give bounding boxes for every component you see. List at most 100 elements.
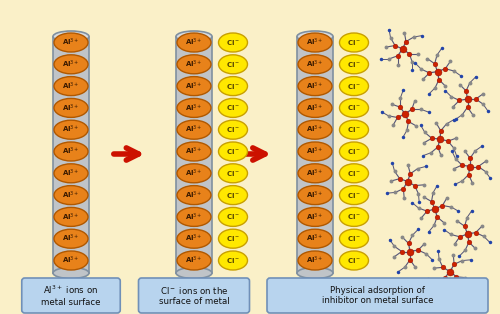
Text: Cl$^-$: Cl$^-$	[347, 60, 361, 69]
Text: Al$^{3+}$ ions on
metal surface: Al$^{3+}$ ions on metal surface	[41, 284, 101, 307]
Text: Al$^{3+}$: Al$^{3+}$	[306, 168, 324, 179]
Ellipse shape	[340, 251, 368, 270]
Ellipse shape	[298, 186, 332, 205]
Ellipse shape	[177, 33, 211, 52]
Ellipse shape	[177, 251, 211, 270]
FancyBboxPatch shape	[176, 36, 212, 273]
Ellipse shape	[218, 164, 248, 183]
Ellipse shape	[54, 33, 88, 52]
Ellipse shape	[177, 55, 211, 74]
Text: Al$^{3+}$: Al$^{3+}$	[185, 211, 203, 223]
Text: Cl$^-$: Cl$^-$	[347, 147, 361, 156]
Ellipse shape	[177, 120, 211, 139]
FancyBboxPatch shape	[82, 36, 89, 273]
Ellipse shape	[54, 142, 88, 161]
Ellipse shape	[298, 55, 332, 74]
Text: Al$^{3+}$: Al$^{3+}$	[306, 233, 324, 244]
Ellipse shape	[218, 229, 248, 248]
Ellipse shape	[298, 229, 332, 248]
Text: Al$^{3+}$: Al$^{3+}$	[306, 146, 324, 157]
Text: Al$^{3+}$: Al$^{3+}$	[185, 102, 203, 114]
Ellipse shape	[298, 33, 332, 52]
Text: Al$^{3+}$: Al$^{3+}$	[62, 211, 80, 223]
Ellipse shape	[218, 55, 248, 74]
Ellipse shape	[54, 251, 88, 270]
Ellipse shape	[54, 186, 88, 205]
Text: Cl$^-$: Cl$^-$	[347, 191, 361, 200]
Text: Al$^{3+}$: Al$^{3+}$	[306, 211, 324, 223]
Ellipse shape	[177, 164, 211, 183]
Ellipse shape	[54, 55, 88, 74]
Ellipse shape	[176, 268, 212, 279]
Text: Al$^{3+}$: Al$^{3+}$	[62, 233, 80, 244]
Text: Al$^{3+}$: Al$^{3+}$	[306, 80, 324, 92]
Text: Al$^{3+}$: Al$^{3+}$	[185, 168, 203, 179]
Ellipse shape	[177, 142, 211, 161]
Text: Cl$^-$: Cl$^-$	[347, 125, 361, 134]
Text: Al$^{3+}$: Al$^{3+}$	[62, 189, 80, 201]
Ellipse shape	[340, 98, 368, 117]
FancyBboxPatch shape	[53, 36, 89, 273]
Text: Cl$^-$: Cl$^-$	[347, 256, 361, 265]
FancyBboxPatch shape	[297, 36, 333, 273]
Text: Al$^{3+}$: Al$^{3+}$	[62, 102, 80, 114]
Text: Al$^{3+}$: Al$^{3+}$	[185, 146, 203, 157]
Text: Cl$^-$: Cl$^-$	[226, 147, 240, 156]
Text: Al$^{3+}$: Al$^{3+}$	[62, 80, 80, 92]
Ellipse shape	[340, 33, 368, 52]
Ellipse shape	[340, 229, 368, 248]
Ellipse shape	[298, 98, 332, 117]
Ellipse shape	[54, 77, 88, 95]
Ellipse shape	[218, 251, 248, 270]
Text: Cl$^-$: Cl$^-$	[226, 191, 240, 200]
Text: Al$^{3+}$: Al$^{3+}$	[306, 102, 324, 114]
Ellipse shape	[340, 208, 368, 226]
Ellipse shape	[54, 120, 88, 139]
Text: Cl$^-$: Cl$^-$	[226, 38, 240, 47]
Ellipse shape	[218, 120, 248, 139]
Ellipse shape	[53, 31, 89, 42]
Ellipse shape	[53, 268, 89, 279]
Ellipse shape	[177, 98, 211, 117]
Ellipse shape	[298, 142, 332, 161]
Ellipse shape	[177, 77, 211, 95]
Ellipse shape	[177, 208, 211, 226]
Ellipse shape	[340, 120, 368, 139]
Text: Al$^{3+}$: Al$^{3+}$	[185, 80, 203, 92]
Ellipse shape	[298, 208, 332, 226]
Text: Al$^{3+}$: Al$^{3+}$	[185, 59, 203, 70]
Text: Al$^{3+}$: Al$^{3+}$	[185, 233, 203, 244]
Ellipse shape	[298, 251, 332, 270]
Ellipse shape	[340, 186, 368, 205]
Text: Al$^{3+}$: Al$^{3+}$	[62, 255, 80, 266]
Text: Al$^{3+}$: Al$^{3+}$	[185, 255, 203, 266]
Ellipse shape	[340, 142, 368, 161]
Text: Al$^{3+}$: Al$^{3+}$	[306, 37, 324, 48]
FancyBboxPatch shape	[326, 36, 333, 273]
Text: Cl$^-$: Cl$^-$	[226, 169, 240, 178]
Ellipse shape	[297, 31, 333, 42]
Ellipse shape	[298, 164, 332, 183]
Text: Cl$^-$: Cl$^-$	[226, 125, 240, 134]
Ellipse shape	[340, 164, 368, 183]
Ellipse shape	[177, 229, 211, 248]
Text: Cl$^-$: Cl$^-$	[226, 60, 240, 69]
Ellipse shape	[54, 164, 88, 183]
Text: Cl$^-$: Cl$^-$	[347, 169, 361, 178]
Text: Al$^{3+}$: Al$^{3+}$	[306, 255, 324, 266]
FancyBboxPatch shape	[205, 36, 212, 273]
Text: Al$^{3+}$: Al$^{3+}$	[306, 59, 324, 70]
Text: Cl$^-$: Cl$^-$	[226, 212, 240, 221]
Text: Cl$^-$: Cl$^-$	[226, 103, 240, 112]
Ellipse shape	[298, 77, 332, 95]
Text: Al$^{3+}$: Al$^{3+}$	[185, 189, 203, 201]
Text: Cl$^-$: Cl$^-$	[226, 234, 240, 243]
Text: Cl$^-$: Cl$^-$	[347, 234, 361, 243]
Ellipse shape	[54, 208, 88, 226]
Text: Cl$^-$ ions on the
surface of metal: Cl$^-$ ions on the surface of metal	[158, 285, 230, 306]
FancyBboxPatch shape	[22, 278, 120, 313]
Text: Al$^{3+}$: Al$^{3+}$	[62, 146, 80, 157]
Ellipse shape	[176, 31, 212, 42]
Ellipse shape	[218, 142, 248, 161]
Ellipse shape	[340, 55, 368, 74]
